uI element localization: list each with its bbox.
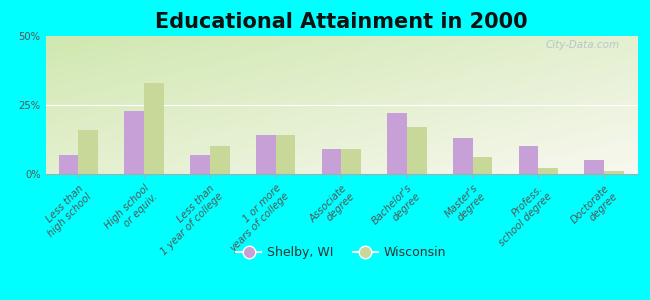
Bar — [190, 155, 210, 174]
Bar — [604, 171, 624, 174]
Bar — [322, 149, 341, 174]
Bar — [124, 110, 144, 174]
Bar — [144, 83, 164, 174]
Bar — [387, 113, 407, 174]
Bar — [58, 155, 79, 174]
Bar — [519, 146, 538, 174]
Bar — [256, 135, 276, 174]
Text: City-Data.com: City-Data.com — [545, 40, 619, 50]
Bar — [341, 149, 361, 174]
Bar — [79, 130, 98, 174]
Bar — [210, 146, 229, 174]
Bar — [276, 135, 295, 174]
Legend: Shelby, WI, Wisconsin: Shelby, WI, Wisconsin — [231, 241, 451, 264]
Bar — [407, 127, 426, 174]
Bar — [453, 138, 473, 174]
Bar — [584, 160, 604, 174]
Bar — [473, 158, 493, 174]
Title: Educational Attainment in 2000: Educational Attainment in 2000 — [155, 12, 528, 32]
Bar — [538, 169, 558, 174]
